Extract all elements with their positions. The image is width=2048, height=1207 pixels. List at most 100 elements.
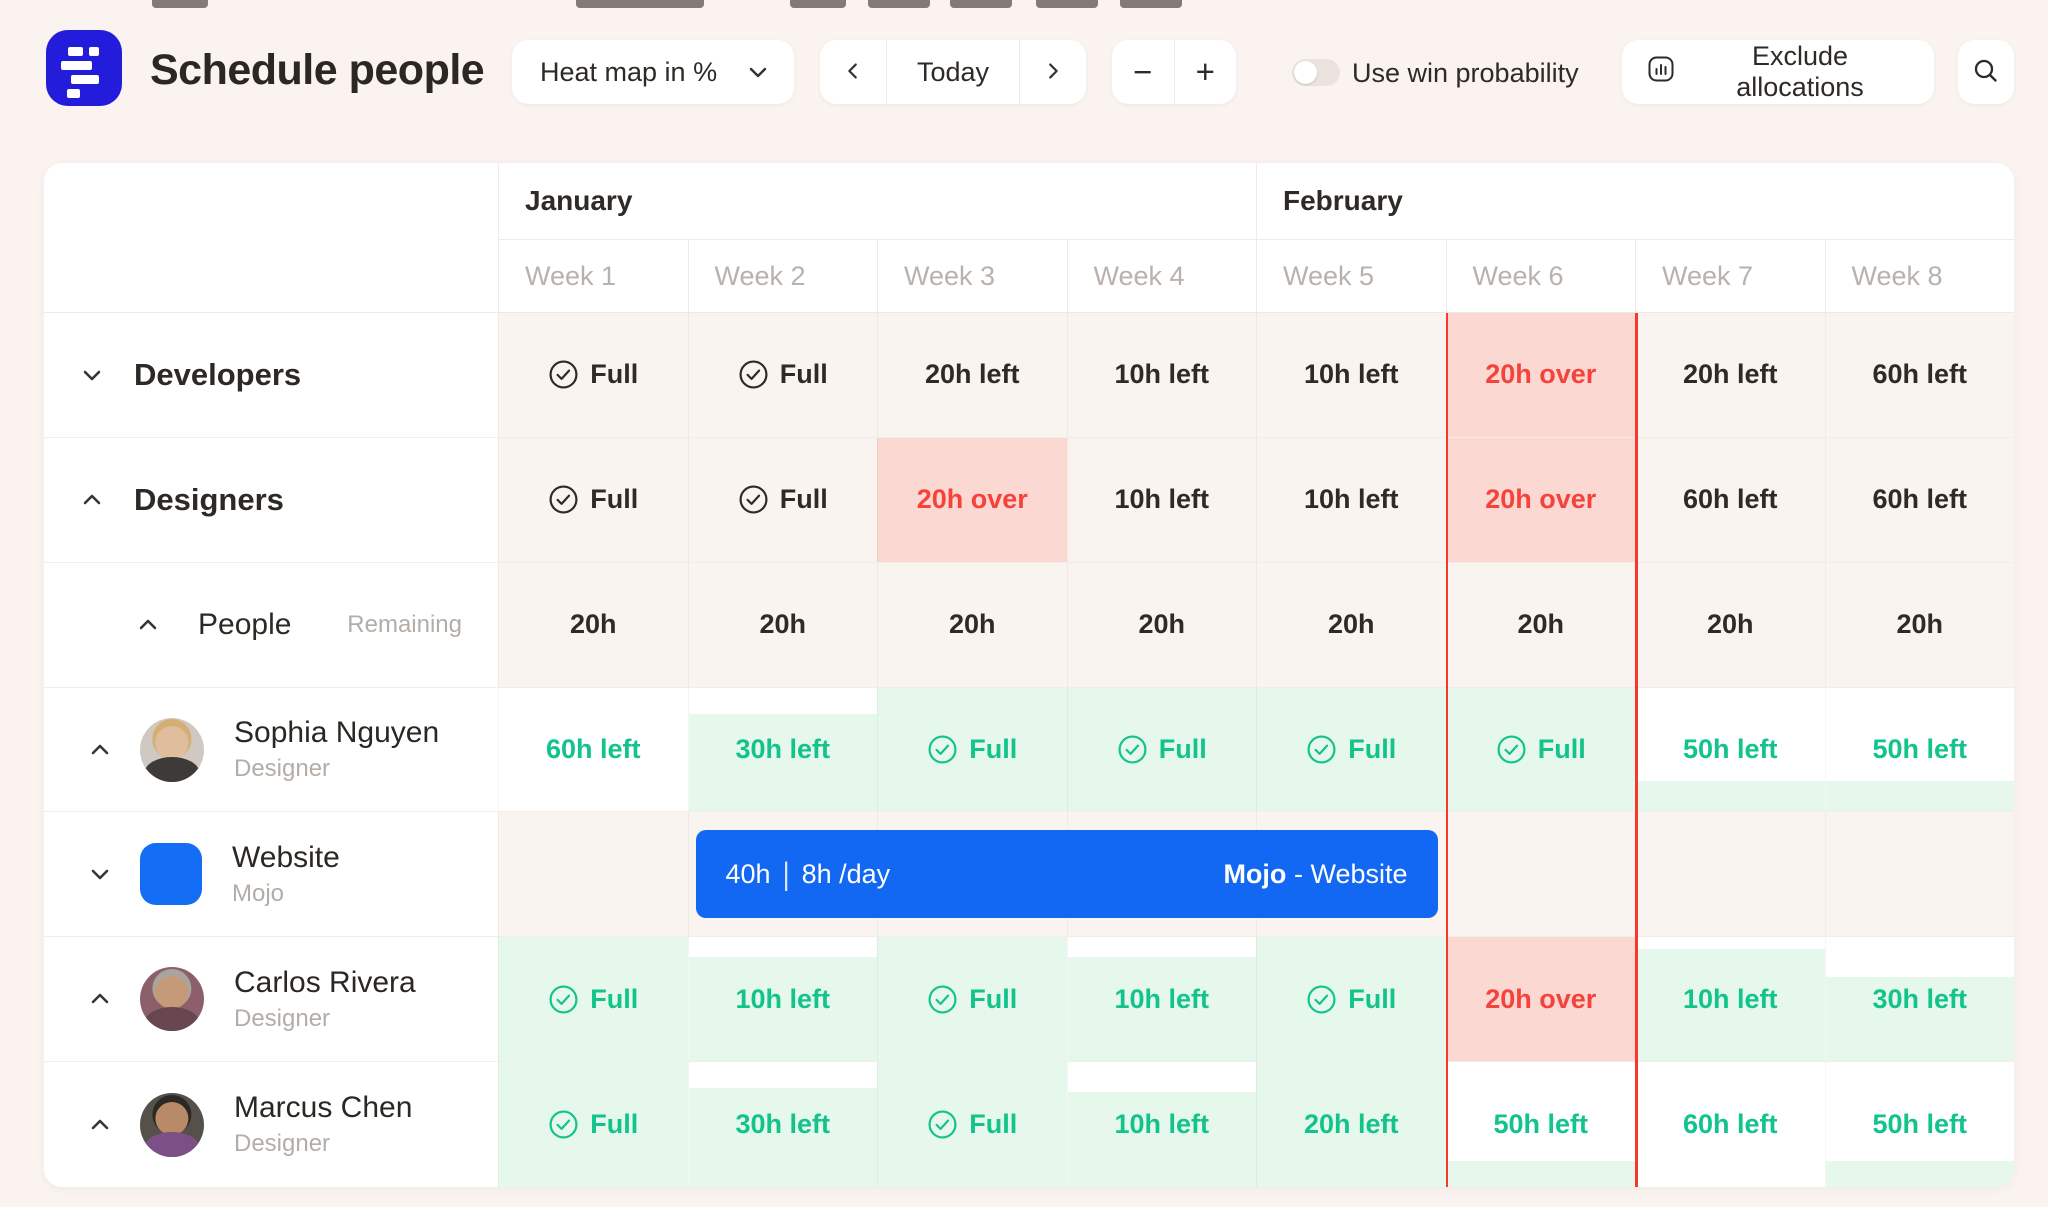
cell-sophia-w6[interactable]: Full (1445, 687, 1635, 812)
cell-carlos-w1[interactable]: Full (498, 937, 688, 1062)
cell-value: 20h over (1485, 983, 1597, 1014)
month-header-spacer (44, 163, 498, 240)
cell-carlos-w2[interactable]: 10h left (687, 937, 877, 1062)
row-label-sophia[interactable]: Sophia Nguyen Designer (44, 687, 498, 812)
next-week-button[interactable] (1020, 40, 1086, 104)
cell-developers-w6[interactable]: 20h over (1445, 313, 1635, 437)
cell-content: 10h left (1114, 484, 1209, 515)
cell-sophia-w4[interactable]: Full (1066, 687, 1256, 812)
cell-sophia-w3[interactable]: Full (877, 687, 1067, 812)
week-label-week-8: Week 8 (1824, 240, 2015, 312)
row-label-people[interactable]: People Remaining (44, 562, 498, 687)
row-label-developers[interactable]: Developers (44, 313, 498, 437)
cell-marcus-w3[interactable]: Full (877, 1062, 1067, 1187)
cell-developers-w4[interactable]: 10h left (1066, 313, 1256, 437)
cell-value: Full (1537, 734, 1586, 764)
cell-website-w8[interactable] (1824, 812, 2014, 937)
cell-developers-w5[interactable]: 10h left (1256, 313, 1446, 437)
cell-carlos-w6[interactable]: 20h over (1445, 937, 1635, 1062)
cell-developers-w8[interactable]: 60h left (1824, 313, 2014, 437)
cell-content: 50h left (1493, 1109, 1588, 1140)
cell-website-w7[interactable] (1635, 812, 1825, 937)
cell-sophia-w5[interactable]: Full (1256, 687, 1446, 812)
cell-designers-w8[interactable]: 60h left (1824, 437, 2014, 562)
cell-value: 10h left (1114, 484, 1210, 515)
cell-designers-w4[interactable]: 10h left (1066, 437, 1256, 562)
win-probability-label: Use win probability (1352, 58, 1579, 88)
cell-developers-w2[interactable]: Full (687, 313, 877, 437)
cell-carlos-w5[interactable]: Full (1256, 937, 1446, 1062)
cell-value: 20h (1138, 609, 1186, 640)
win-probability-toggle[interactable] (1292, 59, 1340, 86)
cell-designers-w6[interactable]: 20h over (1445, 437, 1635, 562)
zoom-out-button[interactable]: − (1112, 40, 1175, 104)
cell-people-w2[interactable]: 20h (687, 562, 877, 687)
cell-people-w5[interactable]: 20h (1256, 562, 1446, 687)
chevron-down-icon[interactable] (88, 862, 112, 886)
cell-designers-w5[interactable]: 10h left (1256, 437, 1446, 562)
today-button[interactable]: Today (886, 40, 1020, 104)
chevron-down-icon[interactable] (80, 363, 104, 387)
allocation-bar[interactable]: 40h | 8h /day Mojo - Website (695, 830, 1438, 918)
cell-carlos-w4[interactable]: 10h left (1066, 937, 1256, 1062)
row-subtitle: Designer (234, 755, 331, 782)
cell-carlos-w8[interactable]: 30h left (1824, 937, 2014, 1062)
cell-people-w7[interactable]: 20h (1635, 562, 1825, 687)
search-button[interactable] (1958, 40, 2014, 104)
cell-sophia-w7[interactable]: 50h left (1635, 687, 1825, 812)
chevron-up-icon[interactable] (136, 613, 160, 637)
cell-value: Full (590, 983, 639, 1014)
zoom-in-button[interactable]: + (1175, 40, 1237, 104)
cell-people-w4[interactable]: 20h (1066, 562, 1256, 687)
exclude-allocations-button[interactable]: Exclude allocations (1622, 40, 1934, 104)
cell-people-w1[interactable]: 20h (498, 562, 688, 687)
cell-sophia-w1[interactable]: 60h left (498, 687, 688, 812)
cell-marcus-w5[interactable]: 20h left (1256, 1062, 1446, 1187)
row-label-marcus[interactable]: Marcus Chen Designer (44, 1062, 498, 1187)
cell-marcus-w8[interactable]: 50h left (1824, 1062, 2014, 1187)
cell-sophia-w8[interactable]: 50h left (1824, 687, 2014, 812)
cell-people-w6[interactable]: 20h (1445, 562, 1635, 687)
allocation-dash: - (1293, 858, 1303, 889)
cell-value: Full (1348, 983, 1397, 1014)
cell-content: 60h left (546, 734, 641, 765)
cell-developers-w1[interactable]: Full (498, 313, 688, 437)
cell-content: 50h left (1872, 734, 1967, 765)
cell-marcus-w6[interactable]: 50h left (1445, 1062, 1635, 1187)
row-label-designers[interactable]: Designers (44, 437, 498, 562)
cell-value: 10h left (1303, 484, 1399, 515)
cell-developers-w3[interactable]: 20h left (877, 313, 1067, 437)
top-edge-artifact (868, 0, 930, 8)
cell-designers-w1[interactable]: Full (498, 437, 688, 562)
cell-designers-w2[interactable]: Full (687, 437, 877, 562)
cell-developers-w7[interactable]: 20h left (1635, 313, 1825, 437)
cell-marcus-w4[interactable]: 10h left (1066, 1062, 1256, 1187)
cell-sophia-w2[interactable]: 30h left (687, 687, 877, 812)
chevron-up-icon[interactable] (88, 738, 112, 762)
cell-carlos-w7[interactable]: 10h left (1635, 937, 1825, 1062)
cell-marcus-w1[interactable]: Full (498, 1062, 688, 1187)
chevron-up-icon[interactable] (88, 1113, 112, 1137)
chevron-up-icon[interactable] (80, 488, 104, 512)
cell-content: 20h (1328, 609, 1375, 640)
avatar-shoulders (144, 1006, 200, 1032)
cell-people-w8[interactable]: 20h (1824, 562, 2014, 687)
prev-week-button[interactable] (820, 40, 886, 104)
chevron-up-icon[interactable] (88, 987, 112, 1011)
cell-website-w6[interactable] (1445, 812, 1635, 937)
cell-designers-w7[interactable]: 60h left (1635, 437, 1825, 562)
view-mode-dropdown[interactable]: Heat map in % (512, 40, 794, 104)
cell-carlos-w3[interactable]: Full (877, 937, 1067, 1062)
cell-value: 20h left (1682, 359, 1778, 390)
week-label: Week 4 (1093, 260, 1185, 291)
week-label: Week 6 (1472, 260, 1564, 291)
cell-value: 20h left (1303, 1109, 1399, 1140)
cell-marcus-w7[interactable]: 60h left (1635, 1062, 1825, 1187)
cell-people-w3[interactable]: 20h (877, 562, 1067, 687)
cell-marcus-w2[interactable]: 30h left (687, 1062, 877, 1187)
cell-content: 30h left (1872, 984, 1967, 1015)
cell-website-w1[interactable] (498, 812, 688, 937)
row-label-website[interactable]: Website Mojo (44, 812, 498, 937)
row-label-carlos[interactable]: Carlos Rivera Designer (44, 937, 498, 1062)
cell-designers-w3[interactable]: 20h over (877, 437, 1067, 562)
